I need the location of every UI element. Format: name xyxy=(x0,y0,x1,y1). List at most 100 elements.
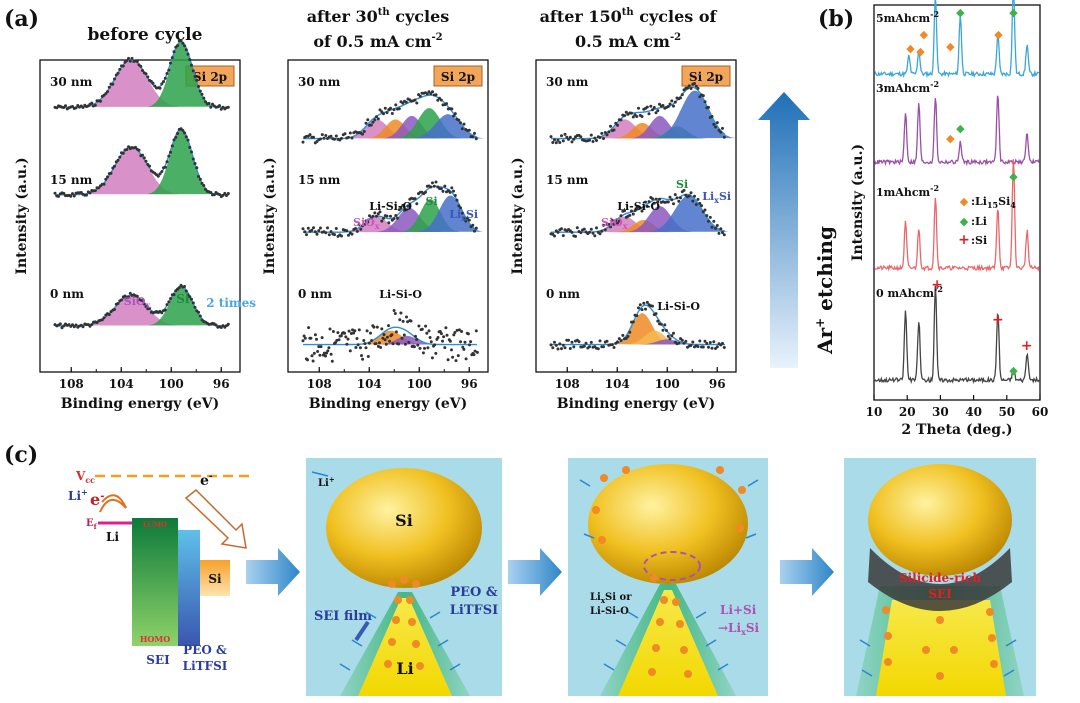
xps-point xyxy=(630,209,633,213)
xps-point xyxy=(631,115,635,119)
xps-point xyxy=(121,64,125,68)
energy-diagram: Vcc Li+ e- Ef Li LUMO HOMO Si e- SEI PEO… xyxy=(68,469,255,673)
xps-point xyxy=(638,206,642,210)
xps-point xyxy=(336,331,340,335)
xps-point xyxy=(71,105,74,108)
xps-point xyxy=(433,343,437,347)
xps-point xyxy=(710,115,714,118)
xps-point xyxy=(106,90,109,94)
xps-point xyxy=(623,209,626,213)
xps-point xyxy=(582,344,586,348)
xps-point xyxy=(198,89,202,93)
xps-point xyxy=(463,340,467,344)
xps-point xyxy=(200,92,204,96)
annot-si-2: Si xyxy=(426,195,438,208)
scene-1-sei-pointer xyxy=(354,620,370,642)
xps-point xyxy=(703,100,707,104)
xrd-tick-label-10: 10 xyxy=(866,405,883,419)
xps-point xyxy=(394,330,398,334)
xps-point xyxy=(160,311,164,315)
xps-point xyxy=(113,308,116,311)
xps-point xyxy=(689,87,693,90)
xps-point xyxy=(340,234,343,238)
scene-1-li-label: Li xyxy=(396,659,413,678)
xps-point xyxy=(144,159,148,163)
xps-point xyxy=(128,59,132,63)
xps-point xyxy=(450,107,454,111)
xps-point xyxy=(135,60,139,63)
xps-point xyxy=(464,357,468,361)
xps-point xyxy=(661,104,665,107)
scene-2-electron-5 xyxy=(736,524,744,532)
li-plus-label: Li+ xyxy=(68,487,88,503)
xps-point xyxy=(420,327,424,331)
xps-point xyxy=(380,110,384,114)
scene-2-li-arrow-9 xyxy=(745,533,757,539)
xps-point xyxy=(176,44,179,48)
etching-arrow: Ar+ etching xyxy=(758,92,837,368)
xps-point xyxy=(198,314,202,318)
xps-peak-1-0-1 xyxy=(147,41,215,107)
xps-point xyxy=(172,138,176,142)
xps-point xyxy=(343,331,347,335)
xps-point xyxy=(350,232,354,236)
xps-points-1-1 xyxy=(53,127,230,199)
xps-point xyxy=(398,318,402,322)
flow-arrow-1 xyxy=(246,548,300,596)
xps-point xyxy=(317,345,321,349)
xps-point xyxy=(701,345,705,349)
xps-point xyxy=(434,351,438,355)
xps-point xyxy=(167,68,171,72)
xps-point xyxy=(163,76,167,80)
xps-point xyxy=(610,343,614,347)
xps-point xyxy=(421,351,425,355)
sei-label: SEI xyxy=(146,653,170,667)
si2p-badge-3 xyxy=(681,65,731,87)
scene-2-electron-10 xyxy=(656,618,664,626)
xps-point xyxy=(372,325,376,329)
scene-1-electron-8 xyxy=(412,640,420,648)
xps-point xyxy=(612,346,616,349)
xps-point xyxy=(554,343,558,347)
xps-point xyxy=(616,123,619,127)
scene-3-label-line1: Silicide-rich xyxy=(899,571,981,585)
xps-point xyxy=(317,229,321,233)
xps-point xyxy=(654,111,658,115)
xps-point xyxy=(452,189,455,193)
scene-3-electron-1 xyxy=(884,632,892,640)
xps-point xyxy=(310,354,314,358)
xps-point xyxy=(715,121,719,125)
annot-lisio0-3: Li-Si-O xyxy=(657,300,700,313)
etching-label: Ar+ etching xyxy=(813,226,837,355)
xps-points-2-2 xyxy=(301,309,479,363)
xps-point xyxy=(630,111,633,115)
xps-point xyxy=(190,150,193,154)
xps-point xyxy=(472,353,476,357)
xps-point xyxy=(623,114,626,118)
xps-point xyxy=(93,103,97,107)
xrd-marker-6: ◆ xyxy=(1009,6,1018,19)
xps-point xyxy=(158,172,162,176)
xps-point xyxy=(312,351,316,355)
xps-point xyxy=(459,121,462,125)
xps-point xyxy=(214,323,218,327)
xps-point xyxy=(375,325,379,329)
xps-point xyxy=(167,300,171,304)
xps-point xyxy=(558,342,562,346)
xps-point xyxy=(371,120,375,124)
scene-3-electron-8 xyxy=(950,646,958,654)
xps-point xyxy=(698,201,702,205)
xps-point xyxy=(88,191,92,195)
xps-point xyxy=(399,206,403,210)
xps-point xyxy=(413,98,417,102)
xps-point xyxy=(595,226,598,230)
xps-point xyxy=(431,181,434,185)
xps-point xyxy=(560,227,563,231)
scene-1-peo-line2: LiTFSI xyxy=(450,603,498,618)
xps-point xyxy=(668,337,672,341)
xps-point xyxy=(425,92,429,96)
xps-point xyxy=(362,223,366,227)
xps-point xyxy=(712,219,716,223)
xps-point xyxy=(353,329,357,333)
xps-point xyxy=(397,107,401,111)
